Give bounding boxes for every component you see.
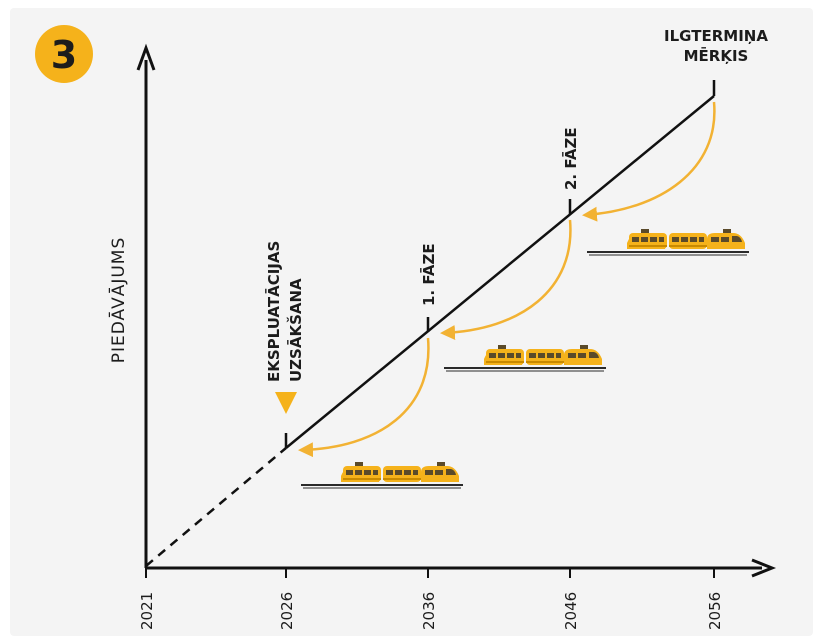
curved-arrow-icon-goal-to-phase2 <box>582 101 716 222</box>
tick-label-2036: 2036 <box>420 592 438 630</box>
badge-number: 3 <box>51 33 77 77</box>
tick-label-2056: 2056 <box>706 592 724 630</box>
label-phase1: 1. FĀZE <box>418 243 438 306</box>
label-phase2: 2. FĀZE <box>560 127 580 190</box>
train-icon-phase1 <box>444 345 606 372</box>
step-badge: 3 <box>35 25 93 83</box>
label-start-line1: EKSPLUATĀCIJAS <box>263 241 283 382</box>
solid-growth-line <box>285 95 715 449</box>
diagram-card <box>10 8 813 636</box>
x-ticks: 2021 2026 2036 2046 2056 <box>138 568 724 630</box>
marker-triangle-icon <box>275 392 297 414</box>
dashed-growth-line <box>145 447 287 567</box>
label-start-line2: UZSĀKŠANA <box>285 278 305 382</box>
badge-circle <box>35 25 93 83</box>
axes <box>136 43 777 578</box>
y-axis-arrow-icon <box>136 43 156 71</box>
tick-label-2026: 2026 <box>278 592 296 630</box>
curved-arrow-icon-phase2-to-phase1 <box>440 219 572 341</box>
y-axis-label: PIEDĀVĀJUMS <box>107 237 129 364</box>
label-goal-line2: MĒRĶIS <box>684 45 749 65</box>
label-goal-line1: ILGTERMIŅA <box>664 27 768 45</box>
tick-label-2046: 2046 <box>562 592 580 630</box>
tick-label-2021: 2021 <box>138 592 156 630</box>
train-icon-phase2 <box>587 229 749 256</box>
x-axis-arrow-icon <box>751 558 777 578</box>
train-icon-start <box>301 462 463 489</box>
curved-arrow-icon-phase1-to-start <box>298 337 430 458</box>
